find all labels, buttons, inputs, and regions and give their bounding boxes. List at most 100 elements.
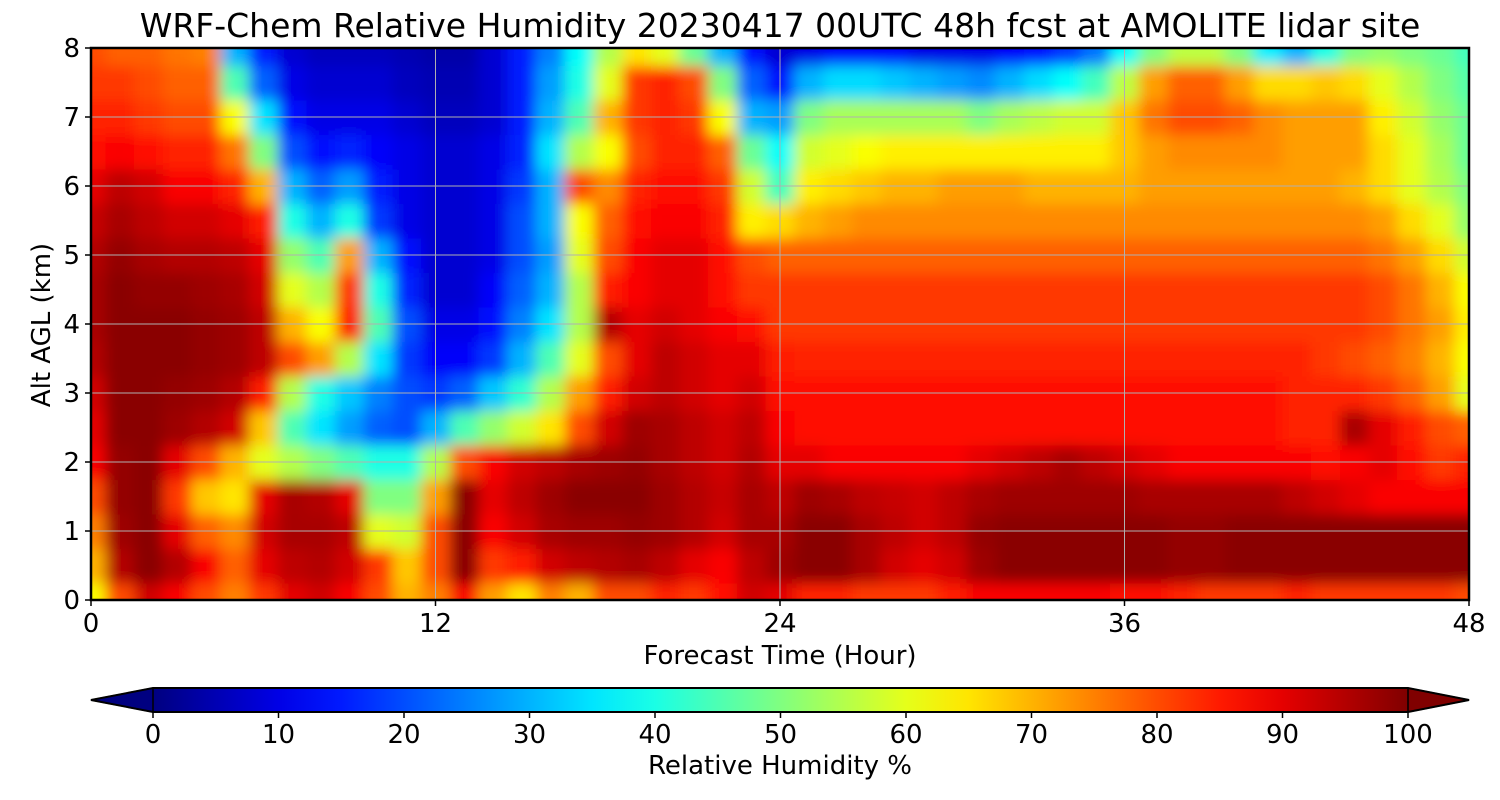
heatmap-cell: [880, 341, 910, 377]
heatmap-cell: [823, 48, 853, 67]
heatmap-cell: [248, 479, 279, 515]
heatmap-cell: [449, 410, 480, 446]
heatmap-cell: [363, 582, 394, 600]
heatmap-cell: [1425, 410, 1456, 446]
heatmap-cell: [1397, 48, 1427, 67]
heatmap-cell: [191, 134, 221, 170]
heatmap-cell: [1311, 410, 1341, 446]
heatmap-cell: [564, 410, 595, 446]
heatmap-cell: [794, 65, 824, 101]
colorbar-label: Relative Humidity %: [648, 751, 912, 781]
heatmap-cell: [1311, 48, 1341, 67]
heatmap-cell: [277, 134, 308, 170]
heatmap-cell: [1024, 203, 1054, 239]
heatmap-cell: [1253, 548, 1284, 584]
heatmap-cell: [593, 341, 623, 377]
heatmap-cell: [392, 479, 422, 515]
heatmap-cell: [1397, 134, 1427, 170]
heatmap-cell: [277, 410, 308, 446]
heatmap-cell: [650, 65, 681, 101]
heatmap-cell: [1253, 203, 1284, 239]
heatmap-cell: [593, 48, 623, 67]
heatmap-cell: [794, 548, 824, 584]
heatmap-cell: [134, 134, 164, 170]
heatmap-cell: [679, 134, 710, 170]
colorbar-tick-label: 80: [1140, 720, 1173, 750]
heatmap-cell: [134, 410, 164, 446]
heatmap-cell: [478, 272, 509, 308]
heatmap-cell: [1454, 548, 1469, 584]
heatmap-cell: [909, 65, 939, 101]
heatmap-cell: [823, 203, 853, 239]
heatmap-cell: [162, 341, 193, 377]
heatmap-cell: [1397, 65, 1427, 101]
heatmap-cell: [363, 479, 394, 515]
heatmap-cell: [449, 272, 480, 308]
heatmap-cell: [679, 203, 710, 239]
heatmap-cell: [622, 48, 652, 67]
heatmap-cell: [966, 272, 997, 308]
heatmap-cell: [449, 65, 480, 101]
heatmap-cell: [823, 134, 853, 170]
heatmap-cell: [1167, 548, 1198, 584]
heatmap-cell: [880, 410, 910, 446]
heatmap-cell: [622, 203, 652, 239]
heatmap-cell: [564, 582, 595, 600]
heatmap-cell: [277, 548, 308, 584]
heatmap-cell: [277, 203, 308, 239]
heatmap-cell: [679, 410, 710, 446]
heatmap-cell: [909, 479, 939, 515]
heatmap-cell: [564, 548, 595, 584]
heatmap-cell: [1052, 65, 1083, 101]
heatmap-cell: [851, 548, 882, 584]
heatmap-cell: [650, 410, 681, 446]
heatmap-cell: [1368, 341, 1399, 377]
heatmap-cell: [1224, 203, 1255, 239]
heatmap-cell: [1368, 272, 1399, 308]
heatmap-cell: [191, 410, 221, 446]
heatmap-cell: [162, 479, 193, 515]
heatmap-cell: [736, 410, 767, 446]
heatmap-cell: [277, 582, 308, 600]
heatmap-cell: [1196, 65, 1226, 101]
heatmap-cell: [1425, 272, 1456, 308]
heatmap-cell: [909, 548, 939, 584]
heatmap-cell: [1282, 479, 1312, 515]
heatmap-cell: [1224, 134, 1255, 170]
heatmap-cell: [880, 134, 910, 170]
heatmap-cell: [851, 65, 882, 101]
heatmap-cell: [91, 134, 107, 170]
colorbar-tick-label: 30: [513, 720, 546, 750]
heatmap-cell: [909, 272, 939, 308]
heatmap-cell: [1311, 203, 1341, 239]
heatmap-cell: [1024, 582, 1054, 600]
heatmap-cell: [650, 341, 681, 377]
heatmap-cell: [306, 65, 336, 101]
heatmap-cell: [91, 582, 107, 600]
heatmap-cell: [564, 479, 595, 515]
heatmap-cell: [248, 341, 279, 377]
heatmap-cell: [306, 272, 336, 308]
heatmap-cell: [851, 134, 882, 170]
heatmap-cell: [1167, 582, 1198, 600]
x-tick-label: 12: [419, 609, 452, 639]
heatmap-cell: [851, 203, 882, 239]
heatmap-cell: [1196, 479, 1226, 515]
heatmap-cell: [794, 410, 824, 446]
heatmap-cell: [191, 341, 221, 377]
heatmap-cell: [593, 479, 623, 515]
heatmap-cell: [1368, 48, 1399, 67]
y-tick-label: 4: [63, 310, 80, 340]
heatmap-cell: [937, 272, 968, 308]
heatmap-cell: [1196, 582, 1226, 600]
heatmap-cell: [1081, 65, 1111, 101]
heatmap-cell: [91, 548, 107, 584]
heatmap-cell: [248, 65, 279, 101]
heatmap-cell: [1425, 134, 1456, 170]
heatmap-cell: [851, 48, 882, 67]
heatmap-cell: [1368, 203, 1399, 239]
heatmap-cell: [1081, 272, 1111, 308]
heatmap-cell: [1282, 548, 1312, 584]
heatmap-cell: [823, 582, 853, 600]
